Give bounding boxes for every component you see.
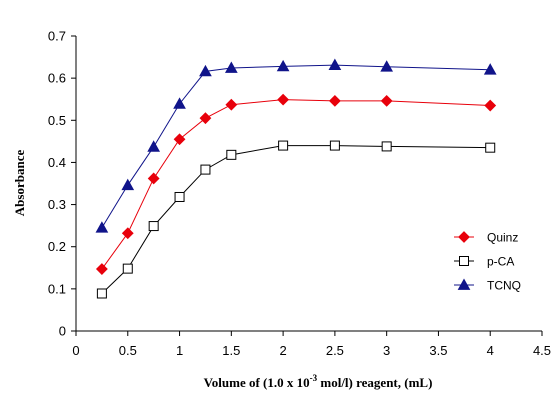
data-point-tcnq — [147, 140, 161, 152]
x-tick-label: 0.5 — [119, 343, 137, 358]
x-tick-label: 1 — [176, 343, 183, 358]
data-point-tcnq — [276, 59, 290, 72]
x-axis-title: Volume of (1.0 x 10-3 mol/l) reagent, (m… — [204, 373, 433, 390]
y-tick-label: 0.7 — [48, 29, 66, 44]
data-point-p-ca — [148, 221, 159, 232]
legend-label-p-ca: p-CA — [487, 255, 514, 269]
data-point-tcnq — [224, 61, 238, 73]
x-tick-label: 4 — [487, 343, 494, 358]
legend: Quinz p-CA TCNQ — [454, 231, 521, 293]
series-quinz — [95, 93, 497, 275]
y-tick-label: 0.2 — [48, 239, 66, 254]
legend-marker-tcnq — [457, 278, 471, 290]
x-tick-label: 4.5 — [533, 343, 551, 358]
data-point-p-ca — [485, 142, 496, 153]
data-point-quinz — [147, 172, 160, 185]
data-point-quinz — [277, 93, 290, 106]
series-tcnq — [95, 58, 497, 233]
data-point-quinz — [380, 94, 393, 107]
data-point-p-ca — [226, 149, 237, 160]
data-point-p-ca — [174, 191, 185, 202]
x-tick-label: 3.5 — [429, 343, 447, 358]
data-point-quinz — [328, 94, 341, 107]
x-tick-label: 0 — [72, 343, 79, 358]
data-point-quinz — [173, 133, 186, 146]
data-point-p-ca — [329, 140, 340, 151]
y-tick-label: 0.6 — [48, 71, 66, 86]
data-point-p-ca — [96, 288, 107, 299]
y-tick-label: 0.5 — [48, 113, 66, 128]
legend-item-tcnq: TCNQ — [454, 278, 521, 293]
x-tick-label: 2 — [279, 343, 286, 358]
series-line-quinz — [101, 99, 491, 270]
legend-label-quinz: Quinz — [487, 231, 518, 245]
y-tick-label: 0 — [59, 324, 66, 339]
data-point-quinz — [121, 227, 134, 240]
y-tick-label: 0.4 — [48, 155, 66, 170]
legend-marker-p-ca — [459, 256, 469, 266]
x-tick-label: 3 — [383, 343, 390, 358]
data-point-tcnq — [173, 97, 186, 109]
data-point-tcnq — [121, 178, 135, 191]
data-point-tcnq — [95, 221, 109, 233]
y-tick-label: 0.1 — [48, 281, 66, 296]
series-line-tcnq — [101, 64, 491, 229]
data-point-quinz — [225, 98, 238, 111]
legend-item-quinz: Quinz — [454, 231, 518, 245]
data-point-tcnq — [328, 58, 342, 70]
series-line-p-ca — [101, 145, 491, 294]
data-point-tcnq — [380, 60, 394, 72]
data-point-p-ca — [122, 263, 133, 274]
data-point-tcnq — [483, 63, 497, 75]
x-tick-label: 1.5 — [222, 343, 240, 358]
data-point-p-ca — [278, 140, 289, 151]
y-axis-title: Absorbance — [12, 150, 27, 217]
y-tick-label: 0.3 — [48, 197, 66, 212]
series-p-ca — [96, 140, 496, 299]
data-point-quinz — [199, 112, 212, 125]
axes: 0 0.1 0.2 0.3 0.4 0.5 0.6 0.7 0 0.5 1 1.5 2 2.5 3 3.5 4 4… — [48, 29, 551, 359]
legend-label-tcnq: TCNQ — [487, 279, 521, 293]
data-point-p-ca — [200, 164, 211, 175]
data-point-p-ca — [381, 141, 392, 152]
legend-marker-quinz — [458, 231, 470, 243]
data-point-tcnq — [199, 64, 212, 77]
x-tick-label: 2.5 — [326, 343, 344, 358]
legend-item-p-ca: p-CA — [454, 255, 514, 269]
data-point-quinz — [95, 263, 108, 275]
series-layer — [95, 58, 497, 299]
data-point-quinz — [484, 99, 497, 112]
